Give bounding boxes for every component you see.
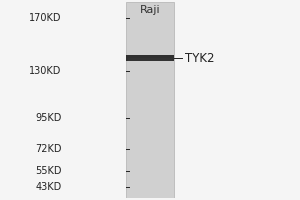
Text: TYK2: TYK2 [185, 51, 215, 64]
Text: Raji: Raji [140, 5, 160, 15]
Text: 95KD: 95KD [35, 113, 62, 123]
Bar [128, 58, 172, 61]
Text: 72KD: 72KD [35, 144, 62, 154]
Text: 170KD: 170KD [29, 13, 62, 23]
Text: 130KD: 130KD [29, 66, 62, 76]
Bar [127, 55, 173, 61]
Text: 55KD: 55KD [35, 166, 62, 176]
Text: 43KD: 43KD [36, 182, 62, 192]
Bar [127, 2, 173, 198]
